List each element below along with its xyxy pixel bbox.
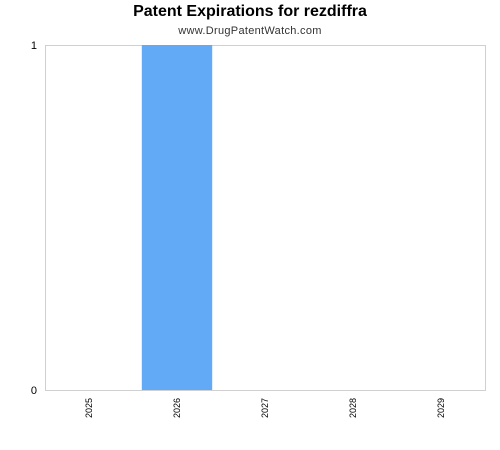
bar-2026	[142, 45, 212, 390]
x-tick-label: 2028	[348, 398, 358, 418]
y-tick-label: 1	[31, 40, 37, 52]
plot-area	[46, 46, 486, 391]
y-tick-label: 0	[31, 385, 37, 397]
x-tick-label: 2027	[260, 398, 270, 418]
x-tick-label: 2025	[84, 398, 94, 418]
x-tick-label: 2029	[436, 398, 446, 418]
x-tick-label: 2026	[172, 398, 182, 418]
